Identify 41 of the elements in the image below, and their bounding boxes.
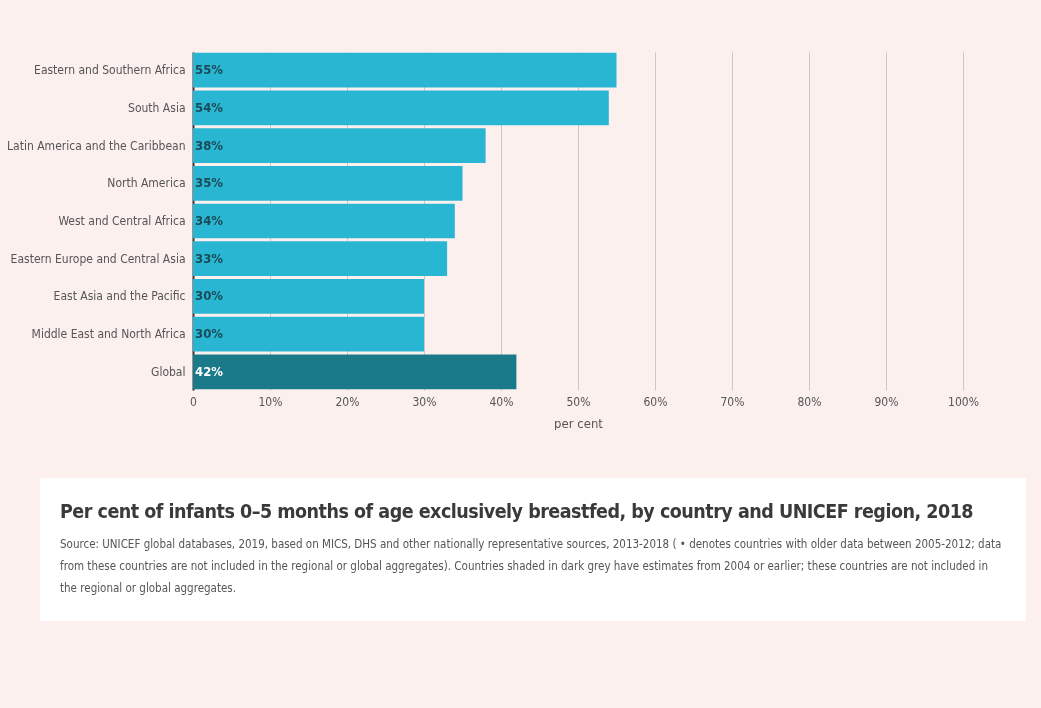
bar <box>193 52 617 88</box>
x-tick-label: 100% <box>948 394 979 409</box>
bar <box>193 90 609 126</box>
x-tick-label: 0 <box>190 394 198 409</box>
bar <box>193 354 517 390</box>
data-label: 54% <box>195 99 224 115</box>
data-label: 35% <box>195 175 224 191</box>
bar <box>193 316 424 352</box>
y-tick-label: Eastern Europe and Central Asia <box>10 251 186 266</box>
y-tick-label: West and Central Africa <box>58 214 186 228</box>
y-tick-label: East Asia and the Pacific <box>53 289 186 304</box>
data-label: 30% <box>195 326 224 342</box>
y-tick-label: Middle East and North Africa <box>31 327 186 342</box>
bar <box>193 279 424 314</box>
x-tick-label: 20% <box>335 394 360 409</box>
data-label: 30% <box>195 288 224 304</box>
y-tick-label: North America <box>107 176 186 191</box>
source-note: Source: UNICEF global databases, 2019, based on MICS, DHS and other nationally representative sources, 2013-2018 ( • denotes countries with older data between 2005-2012; data from these countries are not included in the regional or global aggregates). Countries shaded in dark grey have estimates from 2004 or earlier; these countries are not included in the regional or global aggregates. <box>60 536 1003 597</box>
x-tick-label: 90% <box>874 394 899 409</box>
y-tick-label: South Asia <box>128 100 186 115</box>
data-label: 55% <box>195 62 224 78</box>
x-tick-label: 80% <box>797 394 822 409</box>
x-tick-label: 50% <box>566 394 591 409</box>
data-label: 38% <box>195 137 224 153</box>
text: Per cent of infants 0–5 months of age exclusively breastfed, by country and UNICEF region, 2018 <box>60 500 975 523</box>
x-tick-label: 40% <box>489 394 514 409</box>
bar <box>193 241 448 277</box>
bar <box>193 128 486 163</box>
x-tick-label: 30% <box>412 394 437 409</box>
y-tick-label: Global <box>151 364 186 379</box>
x-axis-title: per cent <box>554 415 604 431</box>
y-tick-label: Eastern and Southern Africa <box>34 63 186 78</box>
bar <box>193 165 463 201</box>
x-tick-label: 60% <box>643 394 668 409</box>
data-label: 34% <box>195 213 224 228</box>
data-label: 33% <box>195 250 224 266</box>
x-tick-label: 70% <box>720 394 745 409</box>
bar <box>193 203 455 239</box>
data-label: 42% <box>195 363 224 379</box>
x-tick-label: 10% <box>258 394 283 409</box>
y-tick-label: Latin America and the Caribbean <box>7 138 186 153</box>
